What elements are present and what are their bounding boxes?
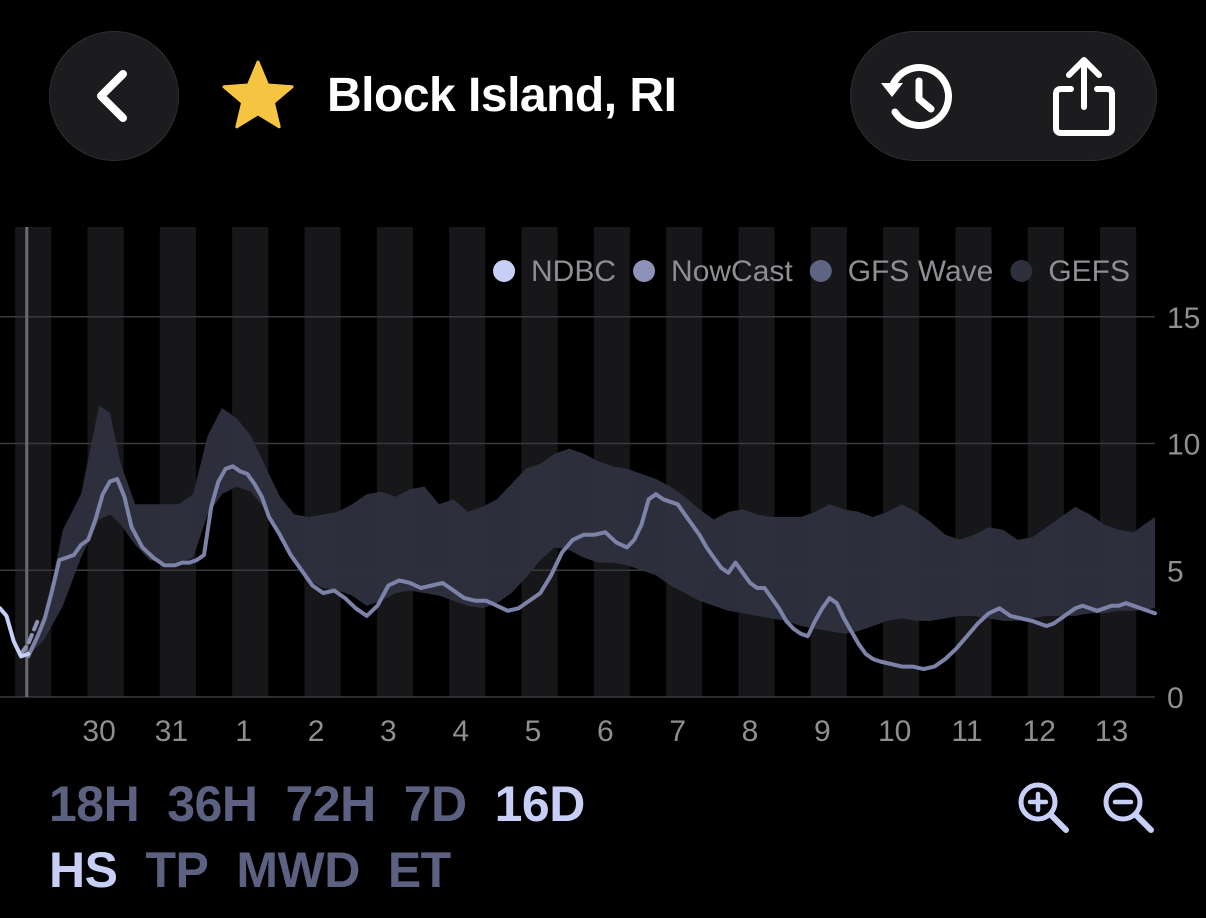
range-16d[interactable]: 16D (494, 776, 586, 832)
time-band (159, 227, 196, 697)
x-tick-label: 6 (597, 715, 614, 748)
history-icon (881, 64, 953, 129)
x-axis-ticks: 30 31 1 2 3 4 5 6 7 8 9 10 11 12 13 (82, 715, 1128, 748)
share-icon (1053, 57, 1115, 136)
x-tick-label: 13 (1095, 715, 1128, 748)
zoom-out-icon[interactable] (1101, 780, 1155, 834)
legend-swatch (1010, 260, 1033, 282)
x-tick-label: 4 (452, 715, 469, 748)
time-band (1100, 227, 1137, 697)
header-actions (850, 31, 1157, 161)
param-tp[interactable]: TP (145, 842, 209, 898)
x-tick-label: 10 (878, 715, 911, 748)
param-hs[interactable]: HS (49, 842, 118, 898)
legend-label: NowCast (671, 255, 793, 288)
x-tick-label: 8 (742, 715, 759, 748)
ndbc-line (0, 606, 31, 659)
page-title: Block Island, RI (327, 69, 677, 122)
legend-swatch (493, 260, 516, 282)
x-tick-label: 5 (525, 715, 542, 748)
share-button[interactable] (1041, 54, 1127, 140)
y-tick-label: 10 (1167, 429, 1200, 462)
chevron-left-icon (97, 70, 127, 122)
chart-series (0, 227, 1157, 697)
legend-swatch (809, 260, 832, 282)
history-button[interactable] (876, 54, 962, 140)
time-band (883, 227, 920, 697)
time-band (304, 227, 341, 697)
legend-label: GEFS (1048, 255, 1130, 288)
legend-label: GFS Wave (848, 255, 994, 288)
y-tick-label: 0 (1167, 682, 1184, 715)
y-tick-label: 5 (1167, 555, 1184, 588)
range-36h[interactable]: 36H (167, 776, 258, 832)
legend-label: NDBC (531, 255, 616, 288)
time-band (666, 227, 703, 697)
back-button[interactable] (49, 31, 179, 161)
range-18h[interactable]: 18H (49, 776, 140, 832)
nowcast-line (19, 618, 40, 656)
y-tick-label: 15 (1167, 302, 1200, 335)
x-tick-label: 31 (155, 715, 188, 748)
legend-swatch (633, 260, 656, 282)
range-7d[interactable]: 7D (403, 776, 467, 832)
chart-legend: GEFS GFS Wave NowCast NDBC (493, 255, 1130, 288)
time-band (738, 227, 775, 697)
x-tick-label: 2 (308, 715, 325, 748)
x-tick-label: 12 (1023, 715, 1056, 748)
y-axis-ticks: 15 10 5 0 (1167, 302, 1200, 715)
parameter-selector: HS TP MWD ET (49, 840, 451, 900)
x-tick-label: 1 (235, 715, 252, 748)
param-et[interactable]: ET (387, 842, 451, 898)
range-selector: 18H 36H 72H 7D 16D (49, 774, 585, 834)
gfs-wave-line (26, 464, 1157, 672)
x-tick-label: 11 (951, 715, 982, 748)
time-band (376, 227, 413, 697)
x-tick-label: 3 (380, 715, 397, 748)
star-icon[interactable] (220, 58, 296, 134)
gefs-band (28, 405, 1156, 657)
zoom-in-icon[interactable] (1016, 780, 1070, 834)
param-mwd[interactable]: MWD (236, 842, 360, 898)
range-72h[interactable]: 72H (285, 776, 376, 832)
x-tick-label: 9 (814, 715, 831, 748)
x-tick-label: 30 (82, 715, 115, 748)
x-tick-label: 7 (669, 715, 686, 748)
time-band (449, 227, 486, 697)
